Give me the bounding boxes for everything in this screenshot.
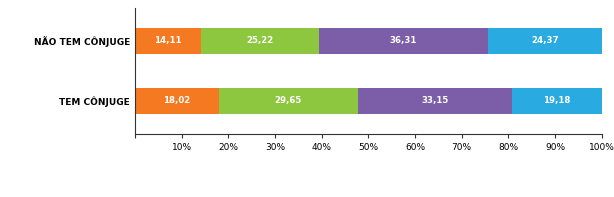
Bar [135, 88, 219, 113]
Text: 33,15: 33,15 [421, 97, 448, 105]
Text: 24,37: 24,37 [531, 36, 559, 45]
Bar [488, 28, 602, 54]
Bar [219, 88, 357, 113]
Text: 19,18: 19,18 [543, 97, 570, 105]
Text: 29,65: 29,65 [274, 97, 302, 105]
Text: 25,22: 25,22 [246, 36, 273, 45]
Text: 36,31: 36,31 [390, 36, 417, 45]
Bar [319, 28, 488, 54]
Bar [135, 28, 201, 54]
Bar [357, 88, 512, 113]
Text: 14,11: 14,11 [154, 36, 182, 45]
Bar [512, 88, 602, 113]
Bar [201, 28, 319, 54]
Text: 18,02: 18,02 [163, 97, 191, 105]
